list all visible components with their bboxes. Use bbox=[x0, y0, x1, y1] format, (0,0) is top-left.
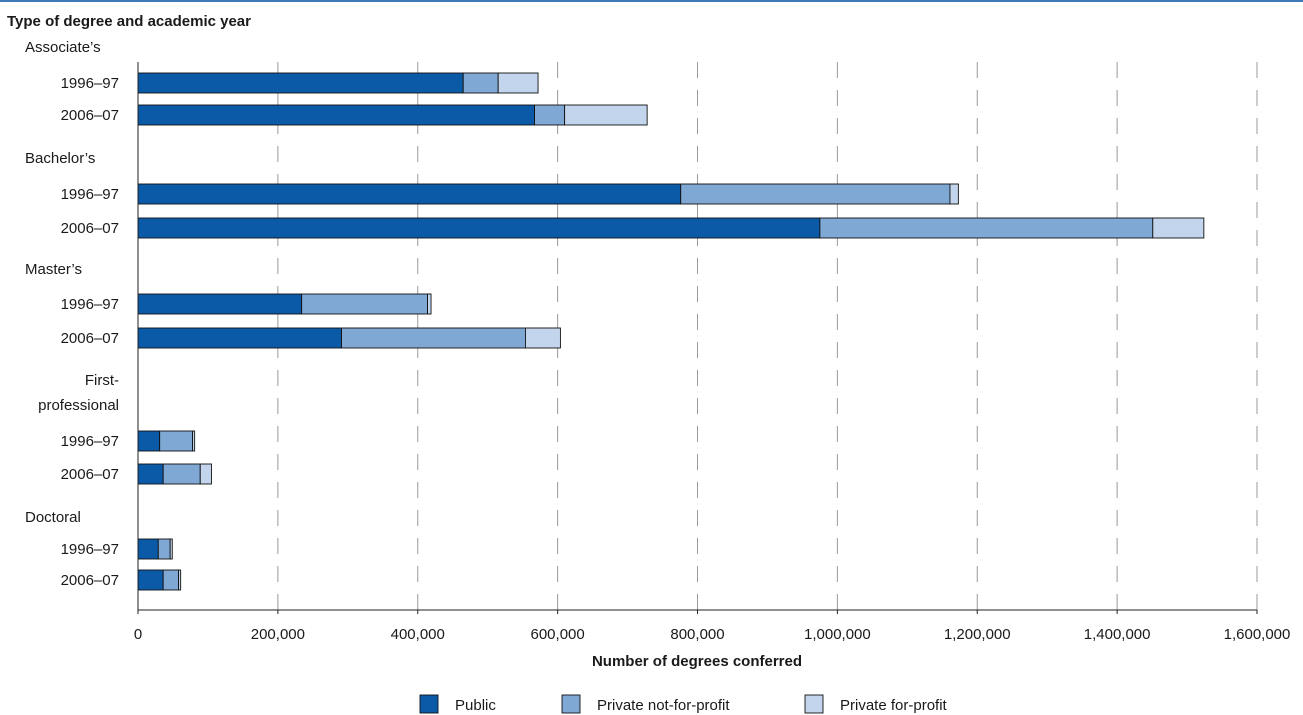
x-axis-title: Number of degrees conferred bbox=[592, 653, 802, 670]
bar-segment-private-for-profit bbox=[170, 539, 172, 559]
row-label: 2006–07 bbox=[61, 107, 119, 124]
row-label: 1996–97 bbox=[61, 75, 119, 92]
row-label: 2006–07 bbox=[61, 220, 119, 237]
x-tick-label: 1,400,000 bbox=[1084, 626, 1151, 643]
x-tick-label: 200,000 bbox=[251, 626, 305, 643]
bar-segment-private-for-profit bbox=[565, 105, 648, 125]
bar-segment-private-for-profit bbox=[498, 73, 538, 93]
x-tick-label: 0 bbox=[134, 626, 142, 643]
bar-segment-public bbox=[138, 464, 163, 484]
row-label: 2006–07 bbox=[61, 330, 119, 347]
y-axis-title: Type of degree and academic year bbox=[7, 13, 251, 30]
bar-segment-private-for-profit bbox=[179, 570, 181, 590]
group-label: First- bbox=[85, 372, 119, 389]
x-tick-label: 600,000 bbox=[531, 626, 585, 643]
bar-segment-private-not-for-profit bbox=[160, 431, 193, 451]
row-label: 1996–97 bbox=[61, 433, 119, 450]
legend: Public Private not-for-profit Private for-… bbox=[420, 695, 948, 714]
row-label: 2006–07 bbox=[61, 572, 119, 589]
row-label: 2006–07 bbox=[61, 466, 119, 483]
x-tick-label: 1,200,000 bbox=[944, 626, 1011, 643]
bar-segment-private-for-profit bbox=[950, 184, 958, 204]
legend-swatch bbox=[420, 695, 438, 713]
bar-segment-public bbox=[138, 294, 302, 314]
legend-label: Private not-for-profit bbox=[597, 697, 730, 714]
bar-segment-private-for-profit bbox=[1153, 218, 1204, 238]
bar-segment-private-not-for-profit bbox=[163, 464, 200, 484]
group-label: professional bbox=[38, 397, 119, 414]
row-label: 1996–97 bbox=[61, 186, 119, 203]
bars bbox=[138, 73, 1204, 590]
row-label: 1996–97 bbox=[61, 296, 119, 313]
bar-segment-public bbox=[138, 73, 463, 93]
legend-label: Private for-profit bbox=[840, 697, 948, 714]
bar-segment-public bbox=[138, 431, 160, 451]
bar-segment-private-not-for-profit bbox=[302, 294, 428, 314]
bar-segment-public bbox=[138, 539, 158, 559]
bar-segment-private-not-for-profit bbox=[158, 539, 170, 559]
bar-segment-private-for-profit bbox=[525, 328, 560, 348]
x-tick-label: 1,600,000 bbox=[1224, 626, 1291, 643]
bar-segment-private-for-profit bbox=[428, 294, 431, 314]
bar-segment-private-not-for-profit bbox=[163, 570, 178, 590]
bar-segment-public bbox=[138, 218, 820, 238]
bar-segment-private-not-for-profit bbox=[342, 328, 526, 348]
bar-segment-private-not-for-profit bbox=[681, 184, 950, 204]
group-label: Bachelor’s bbox=[25, 150, 95, 167]
group-label: Doctoral bbox=[25, 509, 81, 526]
group-label: Associate’s bbox=[25, 39, 101, 56]
bar-segment-private-not-for-profit bbox=[535, 105, 565, 125]
bar-segment-private-not-for-profit bbox=[463, 73, 498, 93]
x-tick-label: 800,000 bbox=[670, 626, 724, 643]
bar-segment-public bbox=[138, 328, 342, 348]
bar-segment-private-for-profit bbox=[200, 464, 211, 484]
x-tick-label: 1,000,000 bbox=[804, 626, 871, 643]
group-label: Master’s bbox=[25, 261, 82, 278]
bar-segment-private-for-profit bbox=[193, 431, 195, 451]
bar-segment-public bbox=[138, 105, 535, 125]
row-label: 1996–97 bbox=[61, 541, 119, 558]
bar-segment-private-not-for-profit bbox=[820, 218, 1153, 238]
legend-swatch bbox=[562, 695, 580, 713]
bar-segment-public bbox=[138, 570, 163, 590]
x-tick-label: 400,000 bbox=[391, 626, 445, 643]
legend-label: Public bbox=[455, 697, 496, 714]
legend-swatch bbox=[805, 695, 823, 713]
bar-segment-public bbox=[138, 184, 681, 204]
